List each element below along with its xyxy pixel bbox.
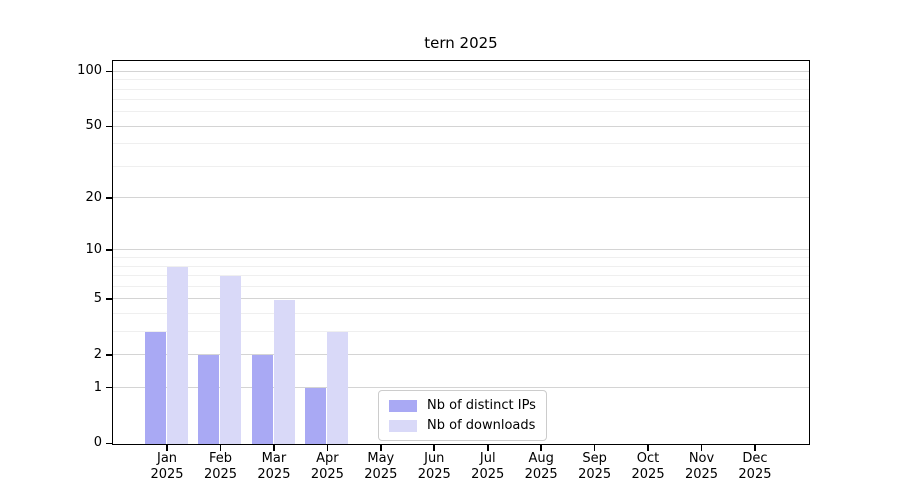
y-tick-label: 2 <box>93 346 102 362</box>
x-tick-mark <box>754 445 756 451</box>
gridline-major <box>113 125 809 127</box>
bar-downloads <box>327 332 349 444</box>
bar-downloads <box>166 266 188 444</box>
x-tick-label: Mar 2025 <box>257 451 291 482</box>
bar-distinct-ips <box>251 355 273 444</box>
x-tick-label: Nov 2025 <box>684 451 719 482</box>
gridline-major <box>113 354 809 356</box>
bar-distinct-ips <box>305 388 327 444</box>
gridline-minor <box>113 99 809 101</box>
x-tick-mark <box>540 445 542 451</box>
x-tick-mark <box>219 445 222 451</box>
gridline-minor <box>113 285 809 287</box>
x-tick-mark <box>273 445 275 451</box>
x-tick-mark <box>326 445 329 451</box>
x-tick-label: Oct 2025 <box>631 451 665 482</box>
legend-label-downloads: Nb of downloads <box>427 418 536 433</box>
x-tick-mark <box>700 445 703 451</box>
legend-item-downloads: Nb of downloads <box>389 418 536 433</box>
x-tick-mark <box>486 445 489 451</box>
x-tick-label: Sep 2025 <box>578 451 612 482</box>
bar-downloads <box>220 276 242 444</box>
gridline-minor <box>113 257 809 259</box>
legend-swatch-distinct-ips <box>389 399 417 412</box>
gridline-minor <box>113 165 809 167</box>
gridline-minor <box>113 275 809 277</box>
x-tick-label: Aug 2025 <box>524 451 558 482</box>
gridline-minor <box>113 143 809 145</box>
gridline-minor <box>113 79 809 81</box>
gridline-major <box>113 386 809 388</box>
x-tick-label: May 2025 <box>364 451 398 482</box>
y-tick-label: 1 <box>93 379 102 395</box>
y-tick-label: 100 <box>77 63 102 79</box>
x-tick-label: Dec 2025 <box>738 451 772 482</box>
legend: Nb of distinct IPs Nb of downloads <box>378 390 547 441</box>
y-tick-label: 0 <box>93 435 102 451</box>
gridline-major <box>113 197 809 199</box>
gridline-minor <box>113 88 809 90</box>
x-tick-mark <box>647 445 649 451</box>
x-tick-label: Jul 2025 <box>471 451 505 482</box>
gridline-minor <box>113 265 809 267</box>
gridline-major <box>113 249 809 251</box>
y-tick-mark <box>106 442 112 445</box>
y-tick-label: 5 <box>93 290 102 306</box>
chart-title: tern 2025 <box>424 34 498 52</box>
x-tick-mark <box>380 445 382 451</box>
y-tick-mark <box>106 298 112 300</box>
y-tick-mark <box>106 386 112 389</box>
plot-area <box>112 60 810 445</box>
bar-distinct-ips <box>144 332 166 444</box>
x-tick-label: Jun 2025 <box>417 451 451 482</box>
y-tick-label: 10 <box>85 242 102 258</box>
x-tick-mark <box>593 445 596 451</box>
x-tick-mark <box>433 445 436 451</box>
y-tick-label: 20 <box>85 189 102 205</box>
gridline-minor <box>113 331 809 333</box>
y-tick-mark <box>106 249 112 251</box>
gridline-minor <box>113 313 809 315</box>
x-tick-label: Jan 2025 <box>150 451 184 482</box>
legend-item-distinct-ips: Nb of distinct IPs <box>389 398 536 413</box>
x-tick-label: Apr 2025 <box>310 451 344 482</box>
x-tick-mark <box>166 445 168 451</box>
gridline-major <box>113 70 809 72</box>
x-tick-label: Feb 2025 <box>203 451 238 482</box>
y-tick-mark <box>106 197 112 199</box>
legend-swatch-downloads <box>389 419 417 432</box>
gridline-minor <box>113 111 809 113</box>
y-tick-label: 50 <box>85 118 102 134</box>
bar-distinct-ips <box>198 355 220 444</box>
y-tick-mark <box>106 354 112 356</box>
gridline-major <box>113 298 809 300</box>
y-tick-mark <box>106 125 112 128</box>
bar-downloads <box>273 299 295 444</box>
y-tick-mark <box>106 70 112 73</box>
legend-label-distinct-ips: Nb of distinct IPs <box>427 398 536 413</box>
